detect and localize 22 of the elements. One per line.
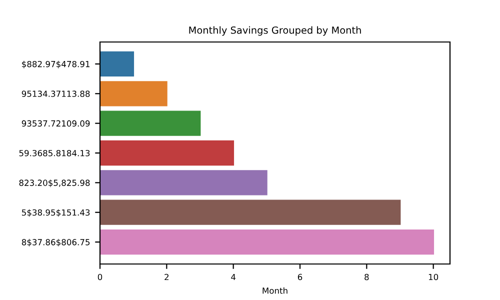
y-tick-label: 823.20$5,825.98 (19, 180, 90, 188)
bar (100, 51, 134, 77)
bar (100, 140, 234, 166)
x-axis-title: Month (262, 287, 288, 294)
bar (100, 170, 268, 196)
y-tick-label: 95134.37113.88 (22, 90, 90, 97)
x-tick-label: 0 (98, 274, 102, 280)
y-tick-label: 8$37.86$806.75 (22, 238, 90, 246)
chart-title: Monthly Savings Grouped by Month (189, 26, 361, 36)
bar (100, 81, 168, 106)
bar (100, 110, 201, 136)
y-tick-label: $882.97$478.91 (22, 60, 90, 68)
y-tick-label: 5$38.95$151.43 (22, 209, 90, 217)
bar (100, 200, 401, 225)
x-tick-label: 4 (231, 274, 236, 280)
x-tick-label: 10 (428, 274, 438, 280)
x-tick-label: 8 (364, 274, 369, 280)
bar (100, 229, 434, 255)
y-tick-label: 93537.72109.09 (22, 120, 90, 127)
x-tick-label: 6 (298, 274, 302, 280)
y-tick-label: 59.3685.8184.13 (19, 150, 90, 156)
x-tick-label: 2 (164, 274, 168, 280)
